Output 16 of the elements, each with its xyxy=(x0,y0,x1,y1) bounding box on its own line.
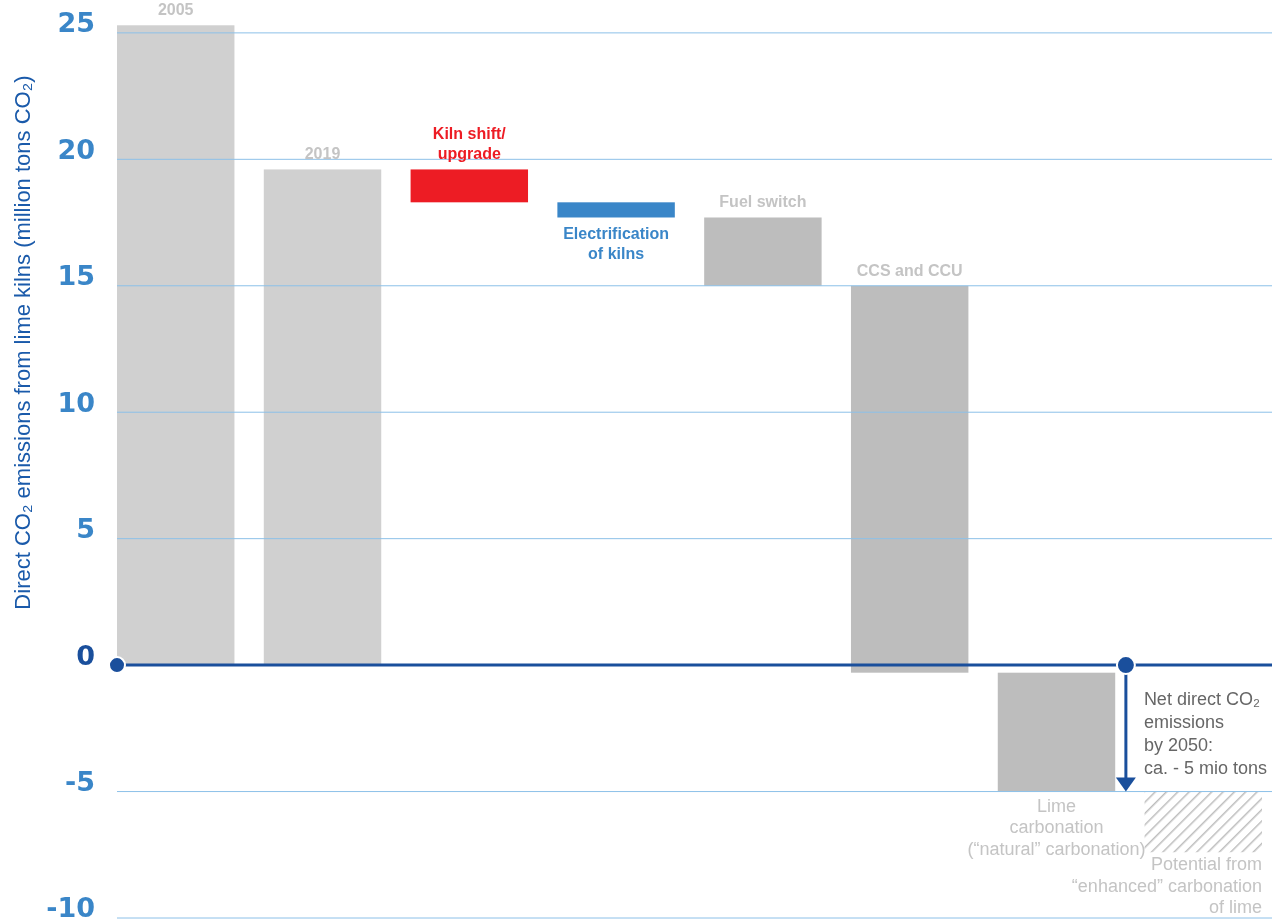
x-tick-label: Electrification of kilns xyxy=(563,225,670,263)
x-tick-label: CCS and CCU xyxy=(856,261,963,279)
x-tick-label: 2019 xyxy=(304,145,341,163)
y-tick-label: 15 xyxy=(57,260,95,292)
y-tick-label: -10 xyxy=(46,892,95,919)
x-tick-label: Fuel switch xyxy=(719,193,807,211)
y-tick-label: 10 xyxy=(57,386,95,418)
y-axis-title: Direct CO₂ emissions from lime kilns (million tons CO₂) xyxy=(10,75,35,610)
y-tick-label: 0 xyxy=(76,639,95,671)
x-tick-label: Kiln shift/ upgrade xyxy=(432,125,507,163)
y-tick-label: 20 xyxy=(57,133,95,165)
y-tick-label: 5 xyxy=(76,513,95,545)
y-tick-label: 25 xyxy=(57,7,95,39)
annotation: Net direct CO₂ emissions by 2050: ca. - 5 mio tons xyxy=(1143,689,1267,779)
x-tick-label: 2005 xyxy=(157,1,194,19)
y-tick-label: -5 xyxy=(65,766,95,797)
